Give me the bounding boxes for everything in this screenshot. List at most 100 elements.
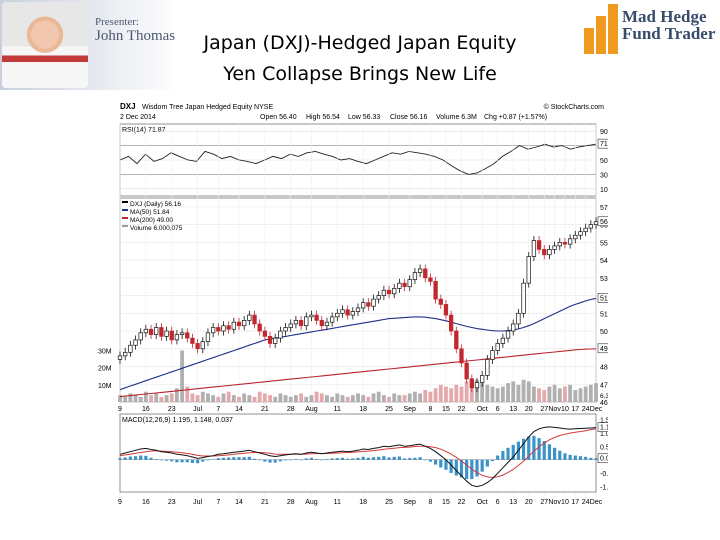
legend-entry: MA(50) 51.84 xyxy=(130,209,170,216)
candle-body xyxy=(433,281,438,300)
volume-bar xyxy=(511,381,516,402)
chart-stat-2: Low 56.33 xyxy=(348,114,380,121)
volume-bar xyxy=(407,393,412,402)
volume-bar xyxy=(231,395,236,402)
macd-histogram-bar xyxy=(144,455,148,460)
volume-bar xyxy=(335,393,340,402)
macd-histogram-bar xyxy=(346,458,350,460)
macd-badge-text: 1.195 xyxy=(600,425,608,432)
macd-histogram-bar xyxy=(227,457,231,460)
macd-histogram-bar xyxy=(459,459,464,478)
volume-bar xyxy=(366,396,371,402)
volume-bar xyxy=(216,396,221,402)
volume-bar xyxy=(283,395,288,402)
volume-bar xyxy=(397,395,402,402)
candle-body xyxy=(412,272,418,280)
candle-body xyxy=(340,309,345,314)
candle-body xyxy=(143,328,149,334)
macd-histogram-bar xyxy=(149,457,153,460)
macd-histogram-bar xyxy=(232,457,236,460)
x-tick-label: Dec xyxy=(590,406,603,413)
macd-histogram-bar xyxy=(258,459,262,461)
x-tick-label: 28 xyxy=(287,406,295,413)
legend-swatch xyxy=(122,225,128,227)
x-tick-label: 13 xyxy=(509,406,517,413)
macd-histogram-bar xyxy=(397,456,401,460)
candle-body xyxy=(402,282,407,288)
volume-bar xyxy=(252,396,257,402)
volume-bar xyxy=(480,383,485,402)
macd-histogram-bar xyxy=(490,459,495,462)
volume-bar xyxy=(226,391,231,402)
candle-body xyxy=(547,249,552,256)
price-close-badge-text: 56.16 xyxy=(600,219,608,226)
volume-bar xyxy=(495,388,500,402)
volume-bar xyxy=(330,396,335,402)
candle-body xyxy=(474,382,480,389)
macd-histogram-bar xyxy=(196,459,200,464)
macd-histogram-bar xyxy=(454,459,458,476)
x-tick-label: 11 xyxy=(334,406,341,413)
candle-body xyxy=(345,309,350,316)
chart-stat-5: Chg +0.87 (+1.57%) xyxy=(484,114,547,121)
x-tick-label: 23 xyxy=(168,406,176,413)
slide-title-line2: Yen Collapse Brings New Life xyxy=(223,63,497,85)
macd-histogram-bar xyxy=(159,459,163,461)
candle-body xyxy=(221,325,226,332)
macd-histogram-bar xyxy=(325,459,329,460)
logo-line2: Fund Trader xyxy=(622,24,716,43)
macd-line xyxy=(119,426,597,488)
macd-histogram-bar xyxy=(294,459,298,460)
candle-body xyxy=(459,348,464,364)
macd-x-tick-label: Sep xyxy=(404,499,417,506)
candle-body xyxy=(536,240,542,250)
candle-body xyxy=(454,330,459,350)
x-tick-label: Sep xyxy=(404,406,417,413)
candle-body xyxy=(583,227,588,233)
macd-x-tick-label: 21 xyxy=(261,499,269,506)
volume-bar xyxy=(273,396,278,402)
candle-body xyxy=(480,375,485,383)
chart-symbol: DXJ xyxy=(120,102,136,111)
macd-histogram-bar xyxy=(527,436,531,460)
volume-bar xyxy=(449,388,454,402)
macd-histogram-bar xyxy=(175,459,179,463)
macd-histogram-bar xyxy=(573,455,577,460)
volume-bar xyxy=(319,393,324,402)
volume-bar xyxy=(594,383,598,402)
macd-histogram-bar xyxy=(299,459,303,461)
candle-body xyxy=(174,334,180,341)
x-tick-label: Aug xyxy=(305,406,318,413)
x-tick-label: 7 xyxy=(216,406,220,413)
macd-histogram-bar xyxy=(578,456,583,460)
volume-tick: 10M xyxy=(98,383,112,390)
candle-body xyxy=(557,241,562,247)
volume-bar xyxy=(143,391,148,402)
macd-histogram-bar xyxy=(283,459,288,461)
price-tick: 46 xyxy=(600,400,608,407)
volume-bar xyxy=(444,386,448,402)
volume-bar xyxy=(371,393,376,402)
volume-bar xyxy=(500,386,505,402)
macd-histogram-bar xyxy=(118,458,122,460)
rsi-tick: 30 xyxy=(600,172,608,179)
macd-histogram-bar xyxy=(506,447,510,460)
candle-body xyxy=(464,362,469,380)
volume-badge: 6,300,037 xyxy=(600,393,608,400)
macd-histogram-bar xyxy=(563,453,567,460)
x-tick-label: 21 xyxy=(261,406,269,413)
logo-bars-icon xyxy=(584,2,620,54)
volume-bar xyxy=(221,393,226,402)
volume-bar xyxy=(288,396,293,402)
rsi-badge-text: 71.87 xyxy=(600,141,608,148)
candle-body xyxy=(309,314,314,318)
ma50-badge-text: 51.84 xyxy=(600,295,608,302)
legend-swatch xyxy=(122,209,128,211)
macd-tick: 1.0 xyxy=(600,431,608,438)
chart-date: 2 Dec 2014 xyxy=(120,114,156,121)
macd-histogram-bar xyxy=(335,458,339,460)
price-tick: 51 xyxy=(600,311,608,318)
candle-body xyxy=(542,249,547,256)
candle-body xyxy=(231,321,236,330)
candle-body xyxy=(500,337,506,344)
